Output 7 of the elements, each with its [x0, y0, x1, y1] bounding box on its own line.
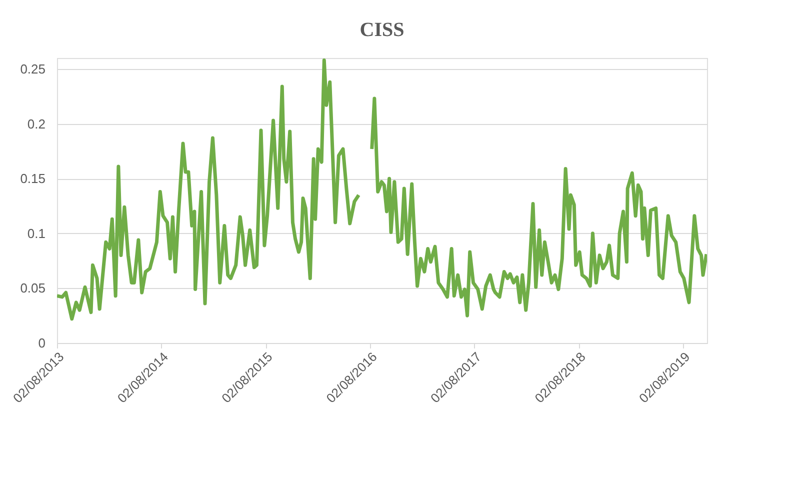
y-tick-label: 0.2 — [27, 116, 46, 132]
y-tick-label: 0.25 — [20, 61, 46, 76]
y-tick-label: 0 — [38, 336, 46, 350]
y-tick-label: 0.1 — [27, 226, 46, 241]
y-tick-label: 0.15 — [20, 171, 46, 186]
y-tick-label: 0.05 — [20, 280, 46, 296]
chart-title: CISS — [360, 19, 404, 41]
